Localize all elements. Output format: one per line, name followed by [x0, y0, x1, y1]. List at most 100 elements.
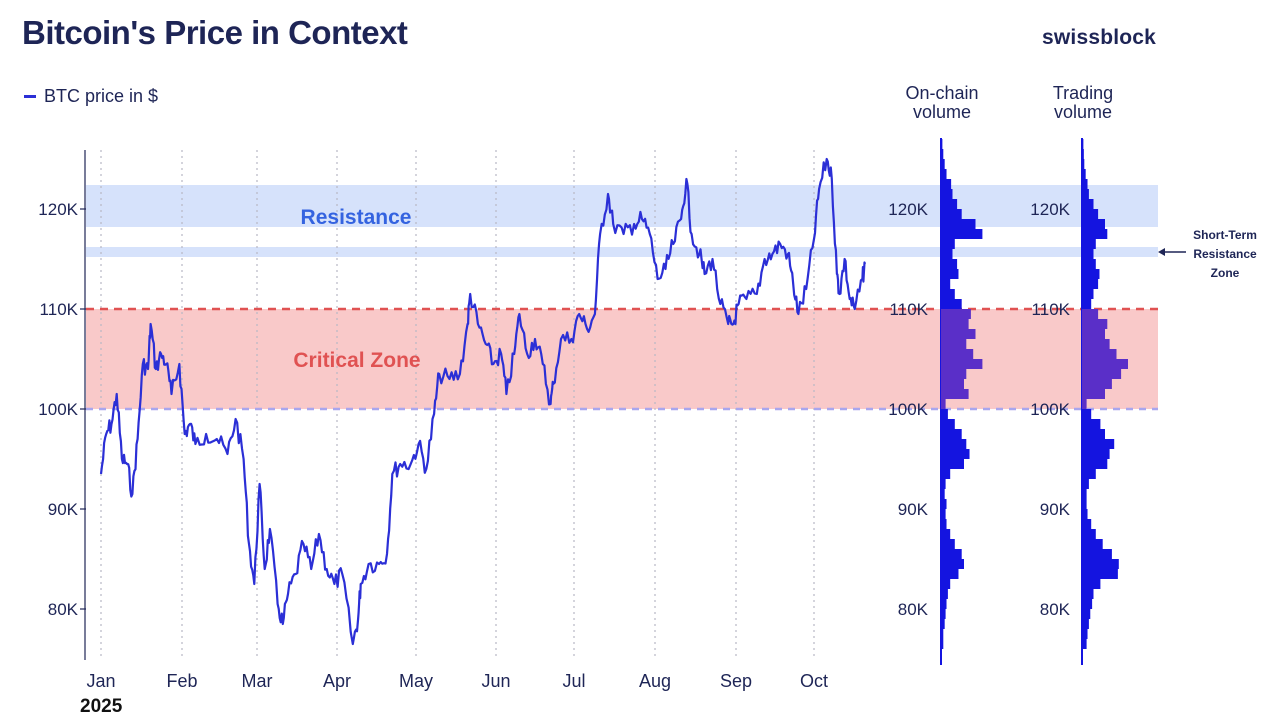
onchain-volume-bar-27 — [941, 369, 967, 379]
trading-volume-bar-33 — [1082, 309, 1099, 319]
critical-zone-band — [86, 309, 1158, 409]
onchain-volume-bar-33 — [941, 309, 971, 319]
onchain-volume-bar-46 — [941, 179, 952, 189]
onchain-volume-bar-41 — [941, 229, 983, 239]
trading-volume-bar-49 — [1082, 149, 1084, 159]
trading-volume-bar-3 — [1082, 609, 1091, 619]
onchain-volume-bar-5 — [941, 589, 948, 599]
onchain-volume-bar-6 — [941, 579, 951, 589]
trading-volume-bar-17 — [1082, 469, 1096, 479]
onchain-volume-bar-25 — [941, 389, 969, 399]
y-tick-label-3: 110K — [40, 300, 79, 319]
trading-volume-bar-9 — [1082, 549, 1112, 559]
x-tick-label-7: Aug — [639, 671, 671, 691]
onchain-volume-bar-22 — [941, 419, 955, 429]
onchain-title-line2: volume — [912, 102, 972, 122]
onchain-title-line1: On-chain — [905, 83, 979, 103]
trading-volume-bar-24 — [1082, 399, 1087, 409]
trading-volume-bar-13 — [1082, 509, 1088, 519]
trading-volume-bar-30 — [1082, 339, 1110, 349]
trading-volume-bar-1 — [1082, 629, 1088, 639]
brand-logo: swissblock — [1042, 26, 1157, 49]
trading-volume-tick-label-3: 110K — [1032, 300, 1071, 319]
onchain-volume-bar-9 — [941, 549, 962, 559]
trading-volume-bar-31 — [1082, 329, 1105, 339]
trading-volume-bar-16 — [1082, 479, 1089, 489]
trading-volume-bar-21 — [1082, 429, 1105, 439]
onchain-volume-bar-37 — [941, 269, 959, 279]
trading-volume-bar-34 — [1082, 299, 1092, 309]
onchain-volume-bar-42 — [941, 219, 976, 229]
y-tick-label-0: 80K — [48, 600, 79, 619]
trading-volume-bar-11 — [1082, 529, 1096, 539]
trading-volume-bar-7 — [1082, 569, 1118, 579]
trading-volume-bar-2 — [1082, 619, 1089, 629]
x-tick-label-4: May — [399, 671, 433, 691]
onchain-volume-bar-32 — [941, 319, 969, 329]
onchain-volume-bar-35 — [941, 289, 955, 299]
x-tick-label-3: Apr — [323, 671, 351, 691]
onchain-volume-bar-13 — [941, 509, 946, 519]
short-term-resistance-band — [86, 247, 1158, 257]
onchain-volume-bar-29 — [941, 349, 974, 359]
trading-volume-tick-label-4: 120K — [1030, 200, 1070, 219]
onchain-volume-bar-1 — [941, 629, 944, 639]
onchain-volume-bar-7 — [941, 569, 959, 579]
onchain-volume-bar-15 — [941, 489, 945, 499]
onchain-volume-bar-28 — [941, 359, 983, 369]
onchain-volume-bar-12 — [941, 519, 947, 529]
onchain-volume-bar-39 — [941, 249, 953, 259]
trading-volume-title: Trading volume — [1023, 84, 1143, 122]
x-tick-label-9: Oct — [800, 671, 828, 691]
onchain-volume-bar-17 — [941, 469, 951, 479]
onchain-volume-bar-21 — [941, 429, 962, 439]
onchain-volume-bar-40 — [941, 239, 955, 249]
onchain-volume-bar-30 — [941, 339, 967, 349]
y-tick-label-4: 120K — [38, 200, 78, 219]
stz-line1: Short-Term — [1193, 228, 1257, 242]
trading-volume-bar-23 — [1082, 409, 1092, 419]
onchain-volume-bar-47 — [941, 169, 947, 179]
trading-volume-bar-42 — [1082, 219, 1105, 229]
y-tick-label-1: 90K — [48, 500, 79, 519]
onchain-volume-bar-0 — [941, 639, 944, 649]
onchain-volume-bar-45 — [941, 189, 953, 199]
x-tick-label-6: Jul — [562, 671, 585, 691]
trading-volume-bar-5 — [1082, 589, 1094, 599]
onchain-volume-bar-50 — [941, 139, 943, 149]
trading-volume-bar-48 — [1082, 159, 1085, 169]
onchain-volume-bar-23 — [941, 409, 948, 419]
short-term-arrow-head — [1158, 248, 1165, 256]
trading-volume-bar-28 — [1082, 359, 1128, 369]
critical-zone-label: Critical Zone — [293, 349, 420, 372]
stz-line3: Zone — [1210, 266, 1240, 280]
trading-volume-bar-27 — [1082, 369, 1122, 379]
onchain-volume-tick-label-1: 90K — [898, 500, 929, 519]
onchain-volume-bar-34 — [941, 299, 962, 309]
onchain-volume-title: On-chain volume — [882, 84, 1002, 122]
trading-volume-bar-32 — [1082, 319, 1108, 329]
trading-volume-tick-label-1: 90K — [1040, 500, 1071, 519]
trading-volume-bar-40 — [1082, 239, 1096, 249]
x-tick-label-1: Feb — [166, 671, 197, 691]
onchain-volume-tick-label-0: 80K — [898, 600, 929, 619]
trading-volume-bar-4 — [1082, 599, 1093, 609]
x-tick-label-0: Jan — [86, 671, 115, 691]
trading-volume-bar-50 — [1082, 139, 1084, 149]
trading-volume-tick-label-0: 80K — [1040, 600, 1071, 619]
trading-volume-bar-46 — [1082, 179, 1088, 189]
onchain-volume-bar-24 — [941, 399, 946, 409]
onchain-volume-bar-36 — [941, 279, 951, 289]
trading-volume-bar-22 — [1082, 419, 1101, 429]
trading-title-line1: Trading — [1052, 83, 1114, 103]
onchain-volume-bar-26 — [941, 379, 964, 389]
trading-volume-bar-0 — [1082, 639, 1087, 649]
short-term-resistance-label: Short-Term Resistance Zone — [1185, 226, 1265, 283]
onchain-volume-bar-18 — [941, 459, 964, 469]
onchain-volume-bar-11 — [941, 529, 951, 539]
trading-volume-bar-45 — [1082, 189, 1089, 199]
onchain-volume-bar-19 — [941, 449, 970, 459]
trading-volume-bar-37 — [1082, 269, 1100, 279]
onchain-volume-bar-44 — [941, 199, 958, 209]
trading-volume-bar-38 — [1082, 259, 1096, 269]
